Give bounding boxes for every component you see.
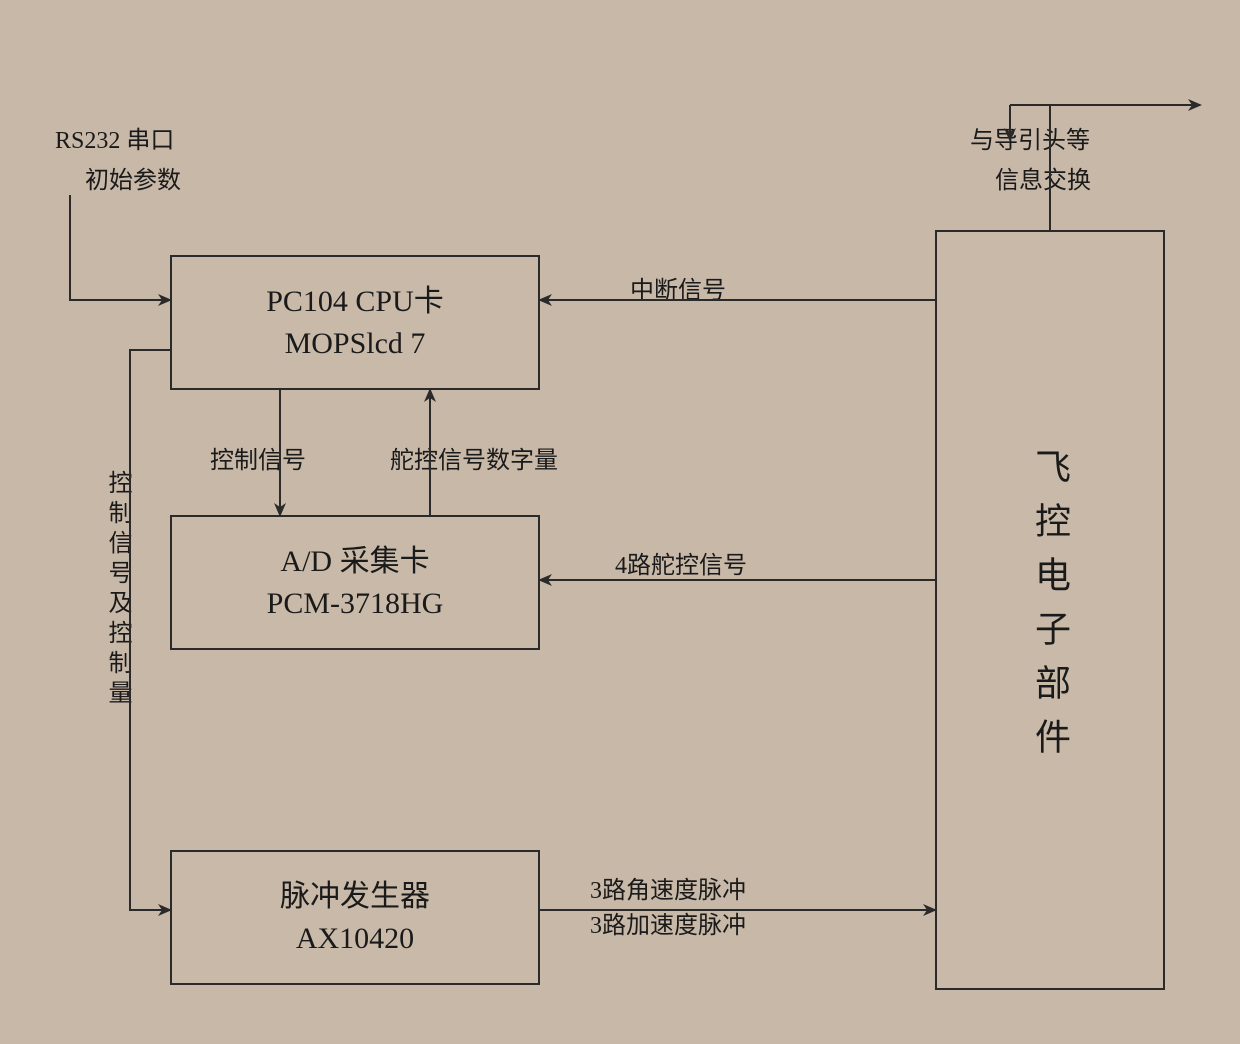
label-rs232-line2: 初始参数 bbox=[85, 160, 181, 195]
label-control-signal: 控制信号 bbox=[210, 440, 306, 475]
box-right-text: 飞控电子部件 bbox=[1024, 448, 1076, 772]
box-cpu-card: PC104 CPU卡 MOPSlcd 7 bbox=[170, 255, 540, 390]
box-cpu-line1: PC104 CPU卡 bbox=[266, 281, 444, 323]
label-angular-rate-pulse: 3路角速度脉冲 bbox=[590, 870, 746, 905]
box-pulse-line2: AX10420 bbox=[296, 918, 414, 960]
box-flight-control-electronics: 飞控电子部件 bbox=[935, 230, 1165, 990]
label-seeker-exchange-line1: 与导引头等 bbox=[970, 120, 1090, 155]
label-control-signal-and-value: 控制信号及控制量 bbox=[100, 470, 135, 710]
diagram-canvas: PC104 CPU卡 MOPSlcd 7 A/D 采集卡 PCM-3718HG … bbox=[0, 0, 1240, 1044]
box-cpu-line2: MOPSlcd 7 bbox=[285, 323, 426, 365]
box-ad-line2: PCM-3718HG bbox=[267, 583, 444, 625]
label-seeker-exchange-line2: 信息交换 bbox=[995, 160, 1091, 195]
box-ad-card: A/D 采集卡 PCM-3718HG bbox=[170, 515, 540, 650]
label-four-rudder: 4路舵控信号 bbox=[615, 545, 747, 580]
box-pulse-generator: 脉冲发生器 AX10420 bbox=[170, 850, 540, 985]
label-acceleration-pulse: 3路加速度脉冲 bbox=[590, 905, 746, 940]
label-rs232-line1: RS232 串口 bbox=[55, 120, 174, 155]
label-interrupt-signal: 中断信号 bbox=[630, 270, 726, 305]
label-rudder-digital: 舵控信号数字量 bbox=[390, 440, 558, 475]
box-pulse-line1: 脉冲发生器 bbox=[280, 876, 430, 918]
box-ad-line1: A/D 采集卡 bbox=[280, 541, 429, 583]
